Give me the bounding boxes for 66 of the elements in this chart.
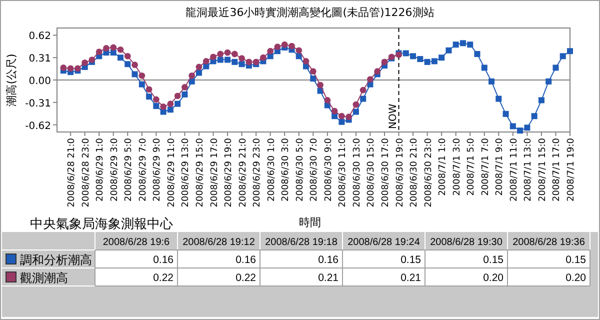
x-tick-label: 2008/7/1 17:0 (552, 138, 562, 202)
x-tick-label: 2008/6/30 7:0 (310, 138, 320, 202)
data-label: 0.15 (566, 254, 586, 266)
y-tick-label: 0.00 (28, 76, 51, 87)
data-label: 0.22 (153, 272, 174, 284)
x-tick-label: 2008/7/1 19:0 (566, 138, 576, 202)
x-tick-label: 2008/6/29 13:0 (181, 138, 192, 208)
x-tick-label: 2008/7/1 15:0 (538, 138, 548, 202)
data-label: 0.16 (318, 254, 339, 266)
x-tick-label: 2008/7/1 3:0 (452, 138, 462, 196)
data-label: 0.21 (318, 272, 339, 284)
x-tick-label: 2008/6/29 23:0 (252, 138, 263, 208)
category-label: 2008/6/28 19:30 (430, 237, 503, 248)
category-label: 2008/6/28 19:18 (265, 237, 338, 248)
x-tick-label: 2008/6/30 19:0 (395, 138, 406, 208)
x-tick-label: 2008/6/30 23:0 (424, 138, 434, 208)
x-tick-label: 2008/6/30 13:0 (352, 138, 362, 208)
x-tick-label: 2008/7/1 13:0 (524, 138, 534, 202)
y-tick-label: 0.31 (28, 54, 51, 65)
x-tick-label: 2008/6/29 21:0 (238, 138, 248, 208)
x-axis-title: 時間 (299, 216, 321, 229)
x-tick-label: 2008/6/30 3:0 (281, 138, 292, 202)
text: 中央氣象局海象測報中心 (30, 216, 173, 231)
x-tick-label: 2008/6/30 11:0 (338, 138, 348, 208)
data-label: 0.20 (566, 272, 586, 284)
data-label: 0.16 (236, 254, 256, 266)
data-label: 0.21 (400, 272, 422, 284)
data-label: 0.15 (400, 254, 422, 266)
data-label: 0.22 (236, 272, 256, 284)
ref-line-label: NOW (388, 104, 399, 129)
y-tick-label: 0.62 (28, 31, 51, 42)
x-tick-label: 2008/6/28 21:0 (67, 138, 78, 208)
category-label: 2008/6/28 19:36 (512, 237, 586, 248)
x-tick-label: 2008/7/1 1:0 (438, 138, 448, 196)
x-tick-label: 2008/6/30 17:0 (380, 138, 391, 208)
category-label: 2008/6/28 19:6 (102, 237, 170, 248)
data-label: 0.15 (483, 254, 504, 266)
x-tick-label: 2008/6/30 15:0 (366, 138, 377, 208)
x-tick-label: 2008/7/1 5:0 (466, 138, 477, 196)
y-axis-title: 潮高(公尺) (5, 54, 18, 106)
x-tick-label: 2008/6/29 9:0 (152, 138, 163, 202)
legend-label: 調和分析潮高 (20, 253, 92, 267)
category-label: 2008/6/28 19:24 (348, 237, 420, 248)
x-tick-label: 2008/6/29 17:0 (210, 138, 220, 208)
legend-label: 觀測潮高 (20, 271, 68, 285)
x-tick-label: 2008/6/29 3:0 (110, 138, 120, 202)
x-tick-label: 2008/6/30 9:0 (324, 138, 334, 202)
x-tick-label: 2008/7/1 7:0 (480, 138, 491, 196)
x-tick-label: 2008/6/29 15:0 (195, 138, 206, 208)
y-tick-label: -0.62 (25, 120, 51, 132)
x-tick-label: 2008/6/30 1:0 (266, 138, 277, 202)
x-tick-label: 2008/6/29 7:0 (138, 138, 148, 202)
chart-title: 龍洞最近36小時實測潮高變化圖(未品管)1226測站 (186, 6, 434, 19)
x-tick-label: 2008/6/30 21:0 (410, 138, 420, 208)
x-tick-label: 2008/6/29 11:0 (166, 138, 177, 208)
x-tick-label: 2008/6/30 5:0 (295, 138, 306, 202)
x-tick-label: 2008/6/29 19:0 (224, 138, 234, 208)
x-tick-label: 2008/6/29 5:0 (124, 138, 134, 202)
y-tick-label: -0.31 (25, 98, 51, 110)
data-label: 0.20 (483, 272, 504, 284)
data-label: 0.16 (153, 254, 174, 266)
x-tick-label: 2008/6/29 1:0 (96, 138, 106, 202)
x-tick-label: 2008/7/1 11:0 (509, 138, 520, 202)
category-label: 2008/6/28 19:12 (182, 237, 256, 248)
x-tick-label: 2008/6/28 23:0 (81, 138, 92, 208)
x-tick-label: 2008/7/1 9:0 (495, 138, 506, 196)
